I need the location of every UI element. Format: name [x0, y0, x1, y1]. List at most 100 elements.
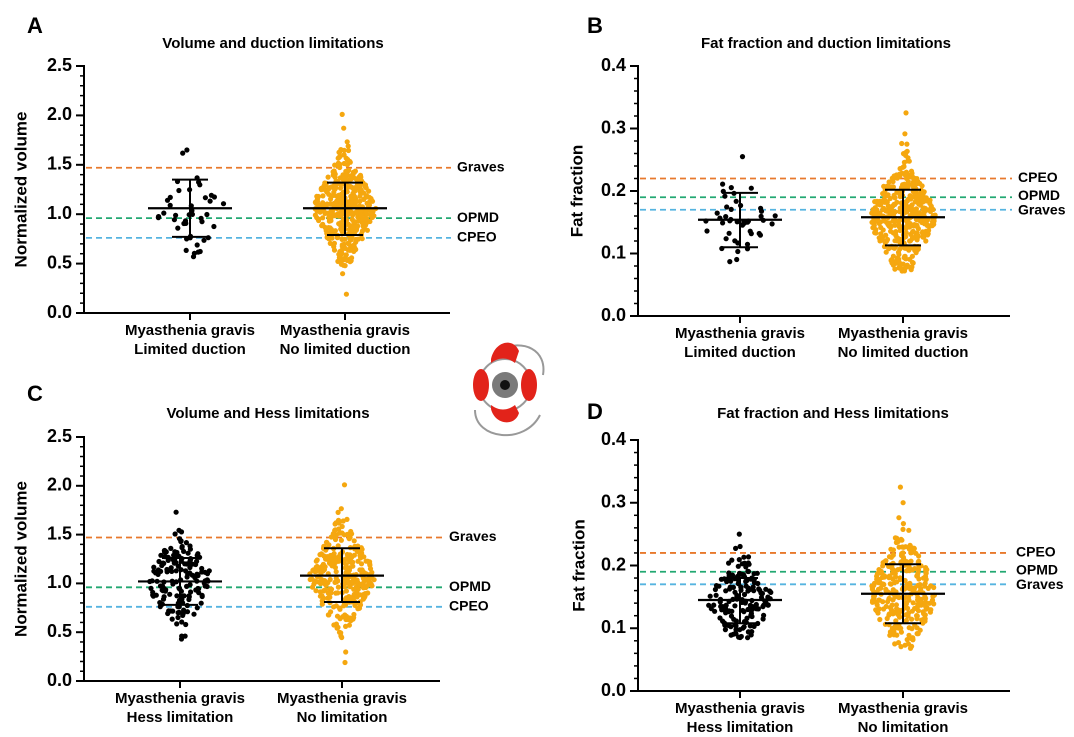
data-point-unlimited [363, 216, 369, 222]
data-point-unlimited [906, 247, 912, 253]
data-point-unlimited [349, 554, 355, 560]
y-tick-label: 0.1 [601, 242, 626, 262]
data-point-unlimited [914, 573, 921, 579]
data-point-unlimited [890, 611, 896, 617]
reference-label-cpeo: CPEO [1016, 544, 1056, 560]
data-point-unlimited [364, 227, 370, 233]
data-point-unlimited [335, 590, 341, 596]
panel-letter: D [587, 399, 603, 424]
data-point-unlimited [348, 193, 354, 199]
data-point-limited [724, 204, 730, 210]
data-point-unlimited [900, 550, 906, 556]
data-point-unlimited [358, 561, 365, 567]
data-point-unlimited [903, 208, 910, 214]
data-point-unlimited [905, 221, 912, 227]
data-point-unlimited [903, 600, 909, 606]
data-point-limited [220, 201, 227, 207]
data-point-unlimited [923, 238, 929, 244]
data-point-unlimited [320, 215, 326, 221]
data-point-unlimited [896, 259, 902, 265]
data-point-limited [158, 552, 164, 558]
data-point-unlimited [883, 208, 889, 214]
data-point-unlimited [888, 184, 895, 190]
data-point-limited [739, 571, 745, 578]
data-point-unlimited [912, 247, 918, 253]
reference-label-cpeo: CPEO [449, 598, 489, 614]
data-point-unlimited [909, 264, 915, 270]
data-point-limited [162, 547, 168, 554]
data-point-limited [754, 570, 760, 576]
x-category-label-line2: Hess limitation [127, 709, 234, 726]
data-point-unlimited [914, 616, 920, 622]
chart-title: Fat fraction and duction limitations [701, 35, 951, 52]
data-point-unlimited [880, 599, 886, 605]
data-point-unlimited [893, 218, 899, 224]
data-point-limited [211, 223, 217, 230]
data-point-unlimited [343, 623, 349, 630]
data-point-unlimited [876, 597, 882, 603]
data-point-unlimited [900, 500, 906, 506]
data-point-limited [732, 238, 738, 244]
data-point-unlimited [878, 202, 884, 208]
data-point-unlimited [350, 225, 356, 231]
data-point-unlimited [319, 563, 325, 570]
data-point-limited [738, 633, 744, 640]
data-point-unlimited [320, 221, 326, 227]
reference-label-graves: Graves [457, 158, 505, 174]
data-point-limited [178, 538, 184, 544]
data-point-unlimited [369, 214, 375, 220]
y-tick-label: 1.5 [47, 154, 72, 174]
data-point-limited [736, 531, 742, 537]
data-point-unlimited [909, 643, 915, 649]
data-point-limited [765, 602, 771, 608]
reference-lines [640, 177, 1012, 211]
data-point-unlimited [314, 198, 321, 205]
y-tick-label: 0.5 [47, 621, 72, 641]
data-point-unlimited [919, 183, 925, 189]
data-point-unlimited [879, 237, 886, 243]
data-point-unlimited [896, 515, 902, 521]
data-point-unlimited [321, 553, 327, 559]
data-point-unlimited [346, 567, 352, 573]
panel-b: B Fat fraction and duction limitations Fat… [567, 13, 1065, 361]
error-bars [138, 547, 384, 606]
data-point-limited [199, 593, 205, 600]
panel-letter: A [27, 13, 43, 38]
panel-d: D Fat fraction and Hess limitations Fat fr… [569, 399, 1063, 736]
data-point-unlimited [889, 260, 895, 266]
data-point-limited [175, 610, 181, 616]
data-point-unlimited [894, 579, 900, 585]
data-point-limited [742, 600, 748, 606]
data-point-limited [769, 221, 775, 227]
data-point-unlimited [892, 222, 898, 228]
x-category-label-line2: Limited duction [684, 344, 796, 361]
x-category-label-line2: No limitation [297, 709, 388, 726]
data-point-limited [208, 192, 214, 198]
y-tick-label: 1.5 [47, 523, 72, 543]
data-point-unlimited [891, 173, 897, 179]
data-point-limited [157, 583, 164, 589]
data-points [706, 484, 938, 651]
data-point-limited [747, 623, 753, 629]
data-point-unlimited [323, 210, 329, 216]
data-point-unlimited [902, 172, 908, 178]
data-point-limited [737, 543, 743, 550]
data-point-unlimited [347, 595, 353, 601]
data-point-unlimited [893, 574, 899, 580]
data-point-limited [741, 554, 747, 560]
panel-letter: C [27, 381, 43, 406]
data-point-unlimited [904, 148, 910, 154]
data-point-unlimited [878, 231, 884, 237]
data-point-unlimited [916, 201, 922, 207]
data-point-unlimited [887, 211, 894, 217]
data-point-unlimited [335, 509, 341, 515]
data-point-unlimited [344, 172, 350, 179]
data-point-unlimited [904, 637, 910, 643]
data-point-unlimited [335, 517, 342, 524]
data-point-limited [198, 600, 204, 606]
data-point-unlimited [364, 193, 370, 199]
data-point-unlimited [341, 147, 347, 153]
y-tick-label: 0.4 [601, 429, 626, 449]
data-point-unlimited [336, 553, 343, 559]
data-point-unlimited [920, 230, 927, 236]
